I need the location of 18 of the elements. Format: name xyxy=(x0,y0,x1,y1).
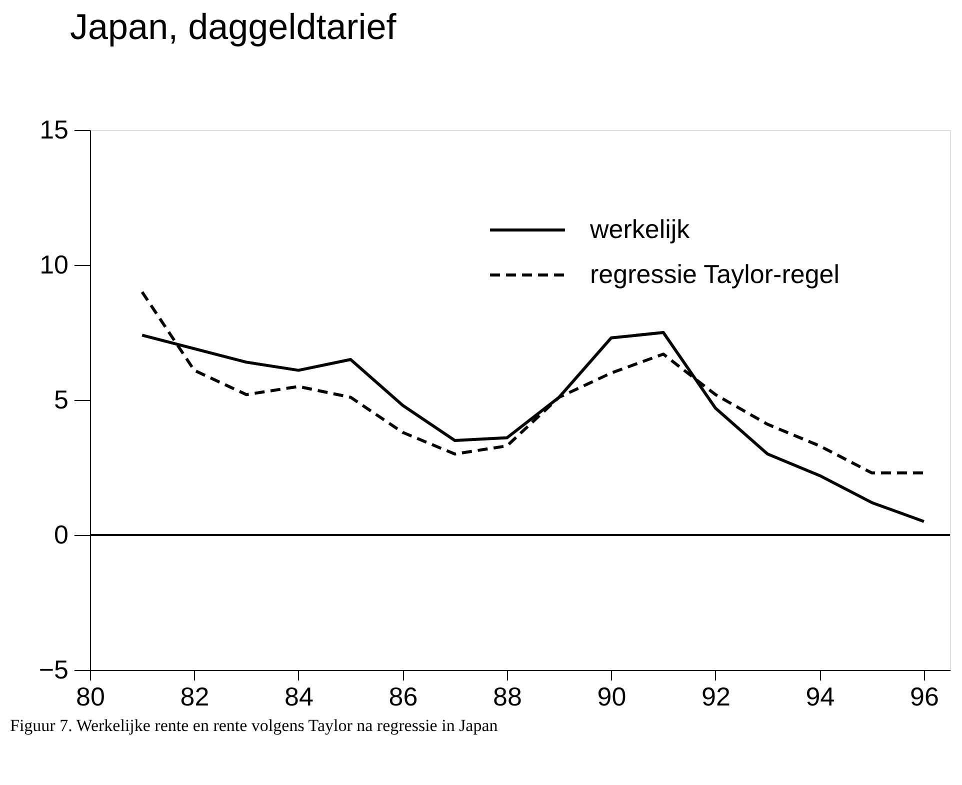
x-tick-label: 90 xyxy=(597,682,626,712)
y-tick-label: 15 xyxy=(40,114,68,144)
x-tick-label: 94 xyxy=(806,682,835,712)
x-tick-label: 84 xyxy=(284,682,314,712)
x-tick-label: 96 xyxy=(910,682,939,712)
x-tick-label: 82 xyxy=(180,682,210,712)
x-tick-label: 88 xyxy=(493,682,522,712)
y-tick-label: 0 xyxy=(54,520,68,550)
y-tick-label: −5 xyxy=(38,654,68,684)
legend-label: werkelijk xyxy=(589,214,691,244)
legend-label: regressie Taylor-regel xyxy=(590,259,840,289)
y-tick-label: 5 xyxy=(54,384,68,414)
x-tick-label: 80 xyxy=(76,682,105,712)
x-tick-label: 86 xyxy=(388,682,418,712)
chart-title: Japan, daggeldtarief xyxy=(70,6,398,47)
x-tick-label: 92 xyxy=(701,682,730,712)
y-tick-label: 10 xyxy=(40,250,68,280)
text: Figuur 7. Werkelijke rente en rente volgens Taylor na regressie in Japan xyxy=(10,716,498,735)
